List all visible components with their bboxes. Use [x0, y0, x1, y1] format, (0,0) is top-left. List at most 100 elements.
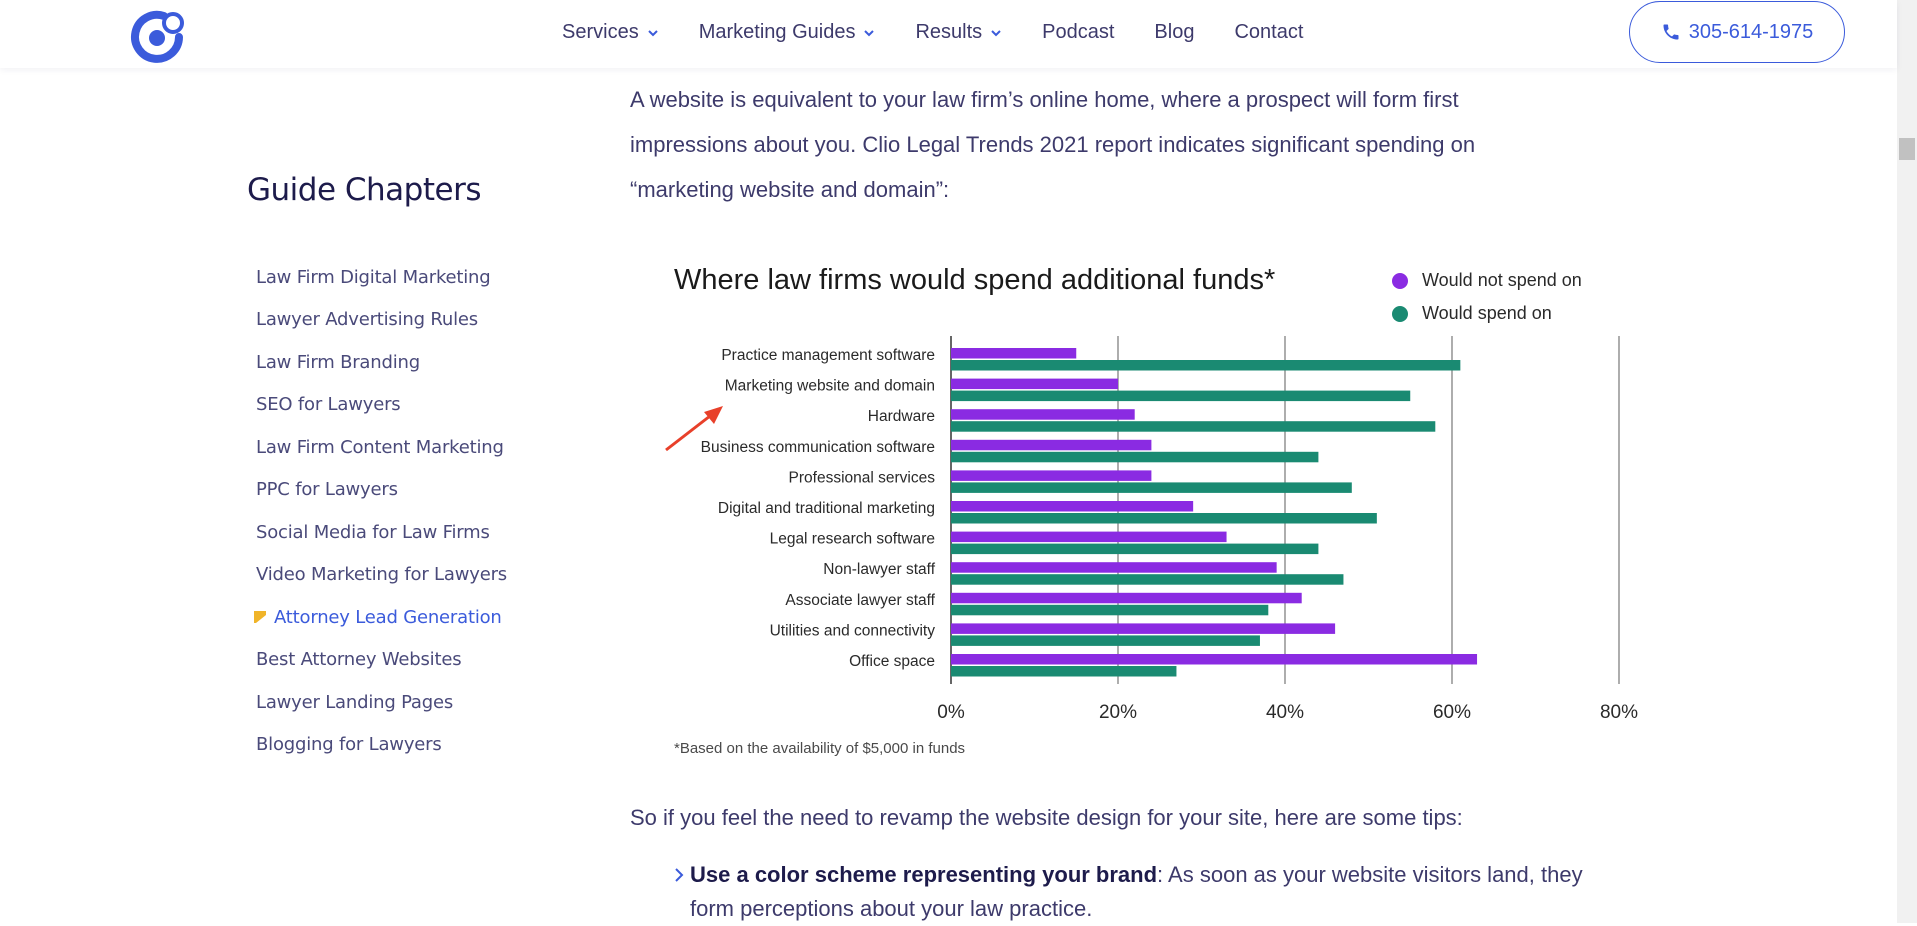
x-tick-label: 80% — [1600, 702, 1638, 723]
bar-spend — [951, 482, 1352, 493]
arrow-head-icon — [704, 406, 723, 424]
chapter-label: Social Media for Law Firms — [256, 521, 490, 543]
bar-spend — [951, 543, 1319, 555]
bar-not-spend — [951, 348, 1077, 359]
nav-label: Marketing Guides — [698, 21, 856, 43]
category-label: Associate lawyer staff — [785, 592, 935, 609]
bar-not-spend — [951, 409, 1135, 420]
guide-chapters-title: Guide Chapters — [247, 172, 481, 208]
brand-logo[interactable] — [124, 4, 188, 68]
legend-item: Would spend on — [1392, 297, 1582, 330]
chart-title: Where law firms would spend additional f… — [674, 264, 1276, 296]
nav-item-marketing-guides[interactable]: Marketing Guides — [699, 21, 876, 44]
active-marker-icon — [254, 611, 266, 624]
category-label: Practice management software — [721, 347, 935, 364]
chapter-link[interactable]: Lawyer Landing Pages — [256, 681, 507, 724]
scrollbar-thumb[interactable] — [1899, 138, 1915, 160]
nav-label: Podcast — [1042, 21, 1115, 43]
chapter-label: SEO for Lawyers — [256, 394, 401, 416]
chapter-link[interactable]: Law Firm Content Marketing — [256, 426, 507, 469]
chapter-label: PPC for Lawyers — [256, 479, 398, 501]
category-label: Digital and traditional marketing — [718, 500, 935, 517]
category-label: Legal research software — [770, 531, 935, 548]
bar-spend — [951, 513, 1377, 524]
tip-bullet: Use a color scheme representing your bra… — [675, 858, 1680, 926]
chart-footnote: *Based on the availability of $5,000 in … — [674, 740, 966, 757]
chapter-link[interactable]: SEO for Lawyers — [256, 384, 507, 427]
bar-not-spend — [951, 592, 1302, 604]
chapter-label: Best Attorney Websites — [256, 649, 462, 671]
spending-chart: Where law firms would spend additional f… — [650, 248, 1660, 768]
bar-spend — [951, 574, 1344, 585]
chapter-label: Attorney Lead Generation — [274, 606, 502, 628]
chapter-link[interactable]: PPC for Lawyers — [256, 469, 507, 512]
nav-item-podcast[interactable]: Podcast — [1042, 21, 1114, 44]
chapter-link[interactable]: Lawyer Advertising Rules — [256, 299, 507, 342]
bar-not-spend — [951, 439, 1152, 451]
chevron-down-icon — [864, 29, 875, 36]
bar-not-spend — [951, 378, 1118, 390]
category-label: Business communication software — [701, 439, 935, 456]
legend-item: Would not spend on — [1392, 264, 1582, 297]
category-label: Hardware — [868, 408, 935, 425]
chapter-link[interactable]: Video Marketing for Lawyers — [256, 554, 507, 597]
chapter-link[interactable]: Law Firm Digital Marketing — [256, 256, 507, 299]
category-label: Marketing website and domain — [725, 378, 935, 395]
chapter-label: Lawyer Advertising Rules — [256, 309, 478, 331]
nav-label: Services — [562, 21, 639, 43]
bar-spend — [951, 635, 1260, 646]
chapter-link[interactable]: Best Attorney Websites — [256, 639, 507, 682]
legend-swatch — [1392, 272, 1408, 289]
chapter-label: Law Firm Digital Marketing — [256, 266, 491, 288]
nav-item-contact[interactable]: Contact — [1234, 21, 1303, 44]
nav-label: Results — [915, 21, 983, 43]
bar-spend — [951, 360, 1461, 371]
chapter-label: Law Firm Branding — [256, 351, 420, 373]
guide-chapters-list: Law Firm Digital Marketing Lawyer Adverti… — [254, 256, 507, 767]
bar-spend — [951, 451, 1319, 463]
nav-label: Blog — [1154, 21, 1195, 43]
chevron-down-icon — [647, 29, 658, 36]
chart-plot: 0% 20% 40% 60% 80% Practice management softwa… — [665, 336, 1638, 723]
nav-label: Contact — [1234, 21, 1304, 43]
legend-label: Would not spend on — [1422, 270, 1582, 290]
nav-item-results[interactable]: Results — [915, 21, 1002, 44]
chapter-link[interactable]: Attorney Lead Generation — [254, 596, 507, 639]
phone-button[interactable]: 305-614-1975 — [1629, 1, 1845, 63]
bar-not-spend — [951, 470, 1152, 481]
bar-spend — [951, 421, 1436, 432]
category-label: Office space — [849, 653, 935, 670]
bar-not-spend — [951, 501, 1194, 512]
main-nav: Services Marketing Guides Results Podcast Bl… — [562, 21, 1343, 44]
category-label: Professional services — [789, 469, 936, 486]
page-scrollbar[interactable] — [1897, 0, 1917, 923]
x-tick-label: 20% — [1099, 702, 1137, 723]
chapter-label: Video Marketing for Lawyers — [256, 564, 507, 586]
intro-line: impressions about you. Clio Legal Trends… — [630, 132, 1476, 157]
chapter-label: Law Firm Content Marketing — [256, 436, 504, 458]
category-label: Non-lawyer staff — [823, 561, 935, 578]
intro-paragraph: A website is equivalent to your law firm… — [630, 77, 1610, 212]
intro-line: “marketing website and domain”: — [630, 177, 950, 202]
x-tick-label: 60% — [1433, 702, 1471, 723]
tips-intro: So if you feel the need to revamp the we… — [630, 805, 1463, 830]
bar-not-spend — [951, 531, 1227, 543]
bar-not-spend — [951, 654, 1478, 665]
legend-swatch — [1392, 305, 1408, 322]
chapter-link[interactable]: Blogging for Lawyers — [256, 724, 507, 767]
nav-item-blog[interactable]: Blog — [1154, 21, 1194, 44]
chapter-link[interactable]: Law Firm Branding — [256, 341, 507, 384]
x-tick-label: 40% — [1266, 702, 1304, 723]
bar-spend — [951, 666, 1177, 677]
tip-bold: Use a color scheme representing your bra… — [690, 862, 1158, 887]
site-header: Services Marketing Guides Results Podcast Bl… — [0, 0, 1897, 68]
chapter-label: Lawyer Landing Pages — [256, 691, 454, 713]
chevron-down-icon — [991, 29, 1001, 36]
category-label: Utilities and connectivity — [770, 622, 936, 639]
annotation-arrow — [665, 414, 711, 452]
chevron-right-icon — [675, 868, 684, 882]
chapter-link[interactable]: Social Media for Law Firms — [256, 511, 507, 554]
phone-icon — [1663, 24, 1679, 40]
nav-item-services[interactable]: Services — [562, 21, 659, 44]
bar-spend — [951, 390, 1411, 402]
